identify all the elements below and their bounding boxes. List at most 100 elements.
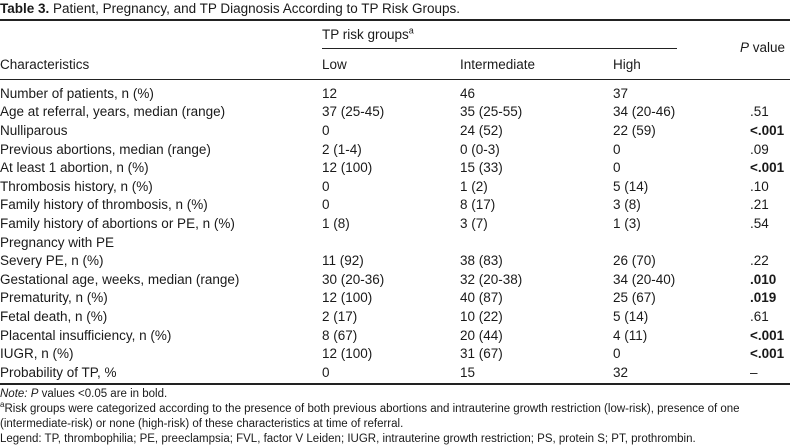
footnote-line: aRisk groups were categorized according … (0, 401, 790, 432)
high-value: 3 (8) (613, 197, 641, 213)
high-value: 26 (70) (613, 253, 656, 269)
p-value-cell: .09 (723, 140, 790, 159)
table-row: IUGR, n (%) 12 (100) 31 (67) 0 <.001 (0, 344, 790, 363)
row-label: Gestational age, weeks, median (range) (0, 271, 240, 287)
legend-line: Legend: TP, thrombophilia; PE, preeclamp… (0, 433, 696, 445)
p-value-cell: <.001 (723, 158, 790, 177)
intermediate-value: 32 (20-38) (460, 271, 523, 287)
low-value (322, 233, 460, 252)
group-header-footnote: a (408, 25, 414, 36)
header-rule (0, 79, 790, 80)
p-value-cell (723, 233, 790, 252)
row-label: Age at referral, years, median (range) (0, 104, 226, 120)
intermediate-value: 8 (17) (460, 197, 496, 213)
p-value-cell: .61 (723, 307, 790, 326)
characteristics-header: Characteristics (0, 57, 90, 72)
low-value: 12 (100) (322, 290, 373, 306)
p-value: .09 (750, 141, 769, 157)
table-row: Family history of abortions or PE, n (%)… (0, 214, 790, 233)
p-value: .61 (750, 308, 769, 324)
table-row: Pregnancy with PE (0, 233, 790, 252)
p-value-cell: .51 (723, 103, 790, 122)
low-value: 37 (25-45) (322, 104, 385, 120)
intermediate-value: 40 (87) (460, 290, 503, 306)
p-value: .54 (750, 215, 769, 231)
p-value-cell: .21 (723, 196, 790, 215)
p-value-header-rest: value (748, 40, 785, 55)
footnote-text: Risk groups were categorized according t… (0, 403, 740, 430)
group-rule (322, 48, 677, 49)
row-label: At least 1 abortion, n (%) (0, 160, 149, 176)
row-label: Pregnancy with PE (0, 234, 115, 250)
p-value-cell: .010 (723, 270, 790, 289)
low-value: 2 (17) (322, 308, 358, 324)
intermediate-value: 15 (460, 364, 476, 380)
intermediate-value: 46 (460, 85, 476, 101)
group-header-label: TP risk groups (322, 27, 409, 42)
p-value-cell: .22 (723, 251, 790, 270)
high-value: 5 (14) (613, 308, 649, 324)
p-value: – (750, 364, 758, 380)
low-value: 2 (1-4) (322, 141, 362, 157)
low-value: 1 (8) (322, 215, 350, 231)
intermediate-value: 0 (0-3) (460, 141, 500, 157)
p-value-cell: – (723, 363, 790, 382)
p-value-cell: <.001 (723, 326, 790, 345)
row-label: IUGR, n (%) (0, 346, 74, 362)
row-label: Fetal death, n (%) (0, 308, 108, 324)
row-label: Nulliparous (0, 122, 68, 138)
note-text: values <0.05 are in bold. (38, 388, 168, 400)
intermediate-value (460, 233, 613, 252)
row-label: Number of patients, n (%) (0, 85, 154, 101)
intermediate-value: 10 (22) (460, 308, 503, 324)
p-value: <.001 (750, 122, 785, 138)
p-value: .019 (750, 290, 777, 306)
note-p: P (30, 388, 39, 400)
note-label: Note (0, 388, 25, 400)
table-row: Gestational age, weeks, median (range) 30… (0, 270, 790, 289)
table-row: Prematurity, n (%) 12 (100) 40 (87) 25 (67)… (0, 289, 790, 308)
row-label: Prematurity, n (%) (0, 290, 108, 306)
row-label: Placental insufficiency, n (%) (0, 327, 172, 343)
row-label: Thrombosis history, n (%) (0, 178, 153, 194)
p-value: <.001 (750, 327, 785, 343)
low-header: Low (322, 57, 347, 72)
low-value: 12 (100) (322, 346, 373, 362)
high-header: High (613, 57, 641, 72)
high-value: 4 (11) (613, 327, 648, 343)
intermediate-value: 15 (33) (460, 160, 503, 176)
low-value: 12 (322, 85, 338, 101)
low-value: 0 (322, 364, 330, 380)
p-value: <.001 (750, 160, 785, 176)
high-value: 25 (67) (613, 290, 656, 306)
row-label: Probability of TP, % (0, 364, 117, 380)
table-row: Probability of TP, % 0 15 32 – (0, 363, 790, 382)
top-rule (0, 19, 790, 21)
row-label: Previous abortions, median (range) (0, 141, 211, 157)
p-value: .51 (750, 104, 769, 120)
row-label: Family history of abortions or PE, n (%) (0, 215, 235, 231)
high-value: 37 (613, 85, 629, 101)
high-value: 32 (613, 364, 629, 380)
high-value (613, 233, 723, 252)
high-value: 5 (14) (613, 178, 649, 194)
p-value-cell: <.001 (723, 344, 790, 363)
intermediate-value: 38 (83) (460, 253, 503, 269)
row-label: Family history of thrombosis, n (%) (0, 197, 208, 213)
table-row: Thrombosis history, n (%) 0 1 (2) 5 (14) .10 (0, 177, 790, 196)
p-value: <.001 (750, 346, 785, 362)
data-table: Number of patients, n (%) 12 46 37 Age at re… (0, 84, 790, 382)
table-row: Number of patients, n (%) 12 46 37 (0, 84, 790, 103)
high-value: 34 (20-46) (613, 104, 676, 120)
p-value-cell: .54 (723, 214, 790, 233)
p-value: .22 (750, 253, 769, 269)
intermediate-value: 1 (2) (460, 178, 488, 194)
group-header: TP risk groupsa (322, 25, 414, 42)
high-value: 22 (59) (613, 122, 656, 138)
table-row: Age at referral, years, median (range) 37… (0, 103, 790, 122)
p-value: .10 (750, 178, 769, 194)
low-value: 0 (322, 178, 330, 194)
caption-text: Patient, Pregnancy, and TP Diagnosis Acc… (53, 1, 461, 16)
high-value: 1 (3) (613, 215, 641, 231)
